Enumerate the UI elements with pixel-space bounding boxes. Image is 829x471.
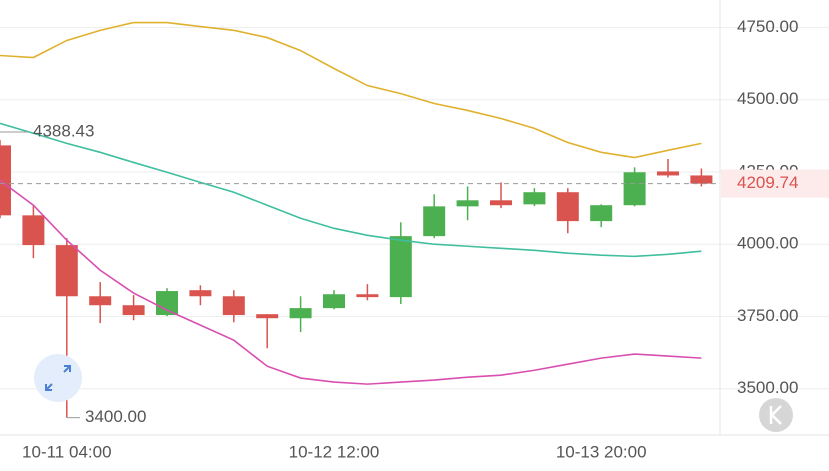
candle-body [456,200,479,207]
candle-body [89,296,112,306]
candle-body [156,291,178,316]
expand-icon [45,365,71,391]
candle-body [356,294,379,298]
y-tick-label: 4500.00 [737,89,798,108]
grid [0,26,829,390]
candle-body [690,175,713,184]
x-tick-label: 10-12 12:00 [289,442,380,461]
k-icon [769,405,782,425]
candle-body [657,171,679,176]
indicator-line [0,21,702,159]
y-tick-label: 4750.00 [737,17,798,36]
candle-body [323,294,345,309]
candle-body [55,245,78,297]
k-bg[interactable] [759,398,793,432]
candle-body [523,192,546,205]
max-label: 4388.43 [33,121,94,140]
candle-body [590,205,613,222]
candle-body [222,296,245,316]
candle-body [0,145,11,216]
plot [0,21,720,419]
candle-body [289,308,312,319]
x-tick-label: 10-11 04:00 [22,442,111,461]
k-button[interactable] [759,398,793,432]
candle-body [556,192,579,222]
candle-body [189,290,212,297]
expand-bg[interactable] [34,354,82,402]
candle-body [256,314,279,319]
y-tick-label: 4000.00 [737,234,798,253]
candle-body [22,215,45,246]
expand-button[interactable] [34,354,82,402]
candle-body [623,172,646,206]
labels: 3500.003750.004000.004250.004500.004750.… [22,17,829,461]
x-tick-label: 10-13 20:00 [556,442,647,461]
last-price-label: 4209.74 [737,173,798,192]
min-label: 3400.00 [85,407,146,426]
y-tick-label: 3500.00 [737,378,798,397]
last-price-box [721,169,829,198]
indicator-line [0,179,702,385]
candle-body [490,200,512,206]
candle-body [423,206,446,237]
candle-body [389,236,412,298]
indicator-line [0,122,702,258]
candle-body [122,305,145,316]
y-tick-label: 3750.00 [737,306,798,325]
